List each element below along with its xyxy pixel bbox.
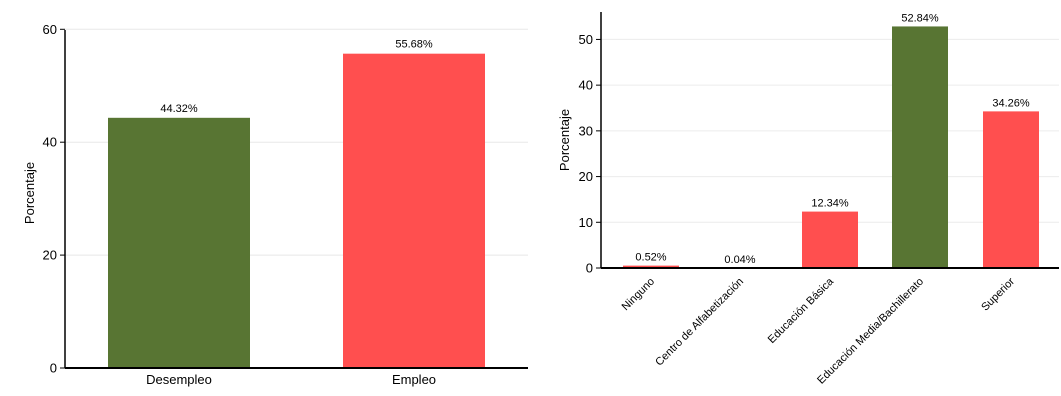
data-label: 0.04%	[724, 254, 755, 266]
bar-4	[983, 111, 1039, 268]
data-label: 55.68%	[395, 39, 433, 51]
bar-3	[892, 26, 948, 269]
x-tick-label: Educación Media/Bachillerato	[815, 276, 926, 387]
data-label: 44.32%	[160, 103, 198, 115]
x-tick-label: Centro de Alfabetización	[653, 276, 746, 369]
y-tick-label: 60	[43, 22, 57, 37]
data-label: 34.26%	[992, 97, 1030, 109]
employment-chart-panel: 44.32% Desempleo 55.68% Empleo 0 20 40 60 Porcen…	[22, 22, 528, 387]
y-tick-label: 0	[586, 261, 593, 276]
y-tick-label: 10	[579, 215, 593, 230]
y-tick-label: 50	[579, 32, 593, 47]
data-label: 52.84%	[901, 12, 939, 24]
y-tick-label: 30	[579, 123, 593, 138]
y-tick-label: 0	[50, 361, 57, 376]
y-tick-label: 20	[579, 169, 593, 184]
bar-empleo	[343, 53, 485, 368]
y-tick-label: 40	[579, 78, 593, 93]
data-label: 0.52%	[635, 252, 666, 264]
x-tick-label: Superior	[979, 275, 1017, 313]
x-tick-label: Empleo	[392, 372, 436, 387]
bar-0	[623, 265, 679, 268]
x-tick-label: Desempleo	[146, 372, 212, 387]
bar-desempleo	[108, 117, 250, 368]
y-tick-label: 40	[43, 135, 57, 150]
data-label: 12.34%	[811, 198, 849, 210]
education-bar-chart: 0.52% Ninguno 0.04% Centro de Alfabetizació…	[557, 12, 1059, 387]
y-axis-title: Porcentaje	[557, 109, 572, 171]
x-tick-label: Ninguno	[620, 276, 657, 313]
employment-bar-chart: 44.32% Desempleo 55.68% Empleo 0 20 40 60 Porcen…	[22, 22, 528, 387]
x-tick-label: Educación Básica	[766, 275, 837, 346]
bar-2	[802, 211, 858, 268]
y-axis-title: Porcentaje	[22, 162, 37, 224]
y-tick-label: 20	[43, 248, 57, 263]
education-chart-panel: 0.52% Ninguno 0.04% Centro de Alfabetizació…	[545, 0, 1061, 396]
